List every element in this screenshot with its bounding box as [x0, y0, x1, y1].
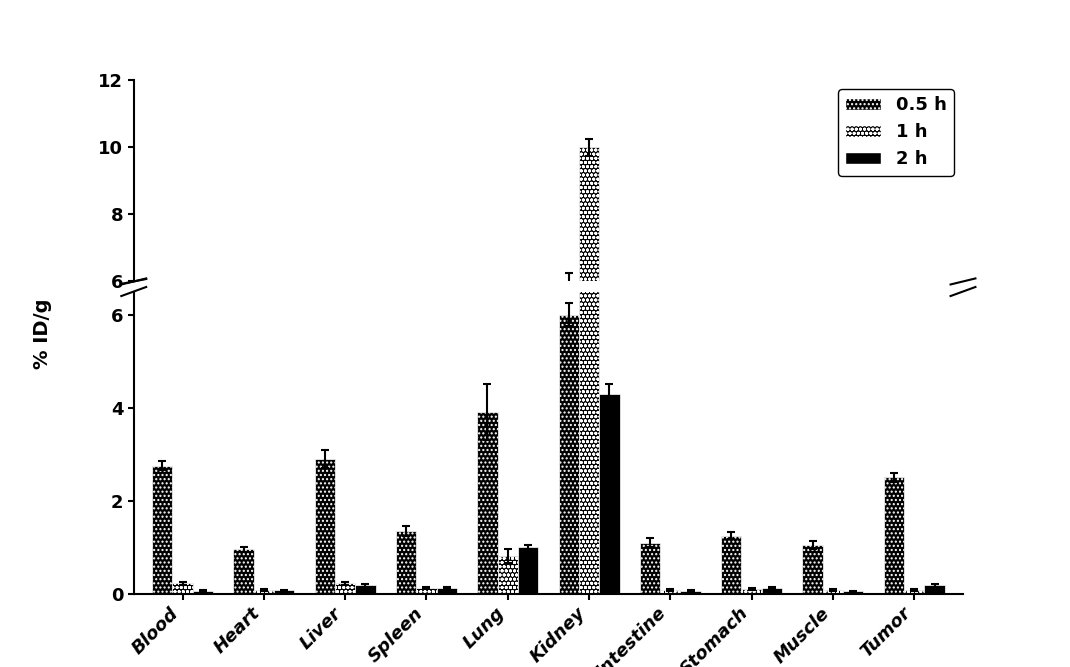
Bar — [274, 590, 294, 594]
Bar — [172, 476, 193, 483]
Bar — [254, 590, 274, 594]
Bar — [193, 481, 213, 483]
Bar — [843, 481, 863, 483]
Bar — [437, 588, 457, 594]
Bar — [640, 446, 660, 483]
Bar — [396, 438, 416, 483]
Bar — [274, 480, 294, 483]
Bar — [924, 477, 945, 483]
Bar — [335, 476, 355, 483]
Bar — [884, 478, 904, 594]
Bar — [355, 477, 376, 483]
Bar — [579, 147, 599, 483]
Bar — [172, 584, 193, 594]
Bar — [904, 480, 924, 483]
Bar — [315, 386, 335, 483]
Bar — [559, 281, 579, 483]
Text: % ID/g: % ID/g — [33, 298, 52, 369]
Bar — [416, 588, 437, 594]
Bar — [152, 391, 172, 483]
Bar — [660, 480, 681, 483]
Bar — [193, 591, 213, 594]
Bar — [660, 590, 681, 594]
Bar — [477, 352, 498, 483]
Bar — [823, 480, 843, 483]
Bar — [681, 481, 701, 483]
Bar — [498, 556, 518, 594]
Bar — [721, 441, 742, 483]
Bar — [640, 542, 660, 594]
Bar — [315, 459, 335, 594]
Bar — [233, 451, 254, 483]
Bar — [599, 394, 620, 594]
Bar — [396, 531, 416, 594]
Bar — [681, 591, 701, 594]
Bar — [884, 399, 904, 483]
Bar — [762, 479, 782, 483]
Bar — [518, 450, 538, 483]
Bar — [233, 550, 254, 594]
Bar — [742, 480, 762, 483]
Bar — [559, 315, 579, 594]
Bar — [518, 547, 538, 594]
Bar — [924, 585, 945, 594]
Bar — [335, 584, 355, 594]
Bar — [802, 545, 823, 594]
Bar — [721, 536, 742, 594]
Bar — [599, 339, 620, 483]
Bar — [742, 589, 762, 594]
Bar — [579, 129, 599, 594]
Legend: 0.5 h, 1 h, 2 h: 0.5 h, 1 h, 2 h — [838, 89, 954, 175]
Bar — [355, 585, 376, 594]
Bar — [152, 466, 172, 594]
Bar — [904, 590, 924, 594]
Bar — [437, 479, 457, 483]
Bar — [254, 480, 274, 483]
Bar — [823, 590, 843, 594]
Bar — [477, 412, 498, 594]
Bar — [802, 448, 823, 483]
Bar — [416, 479, 437, 483]
Bar — [498, 456, 518, 483]
Bar — [843, 592, 863, 594]
Bar — [762, 588, 782, 594]
